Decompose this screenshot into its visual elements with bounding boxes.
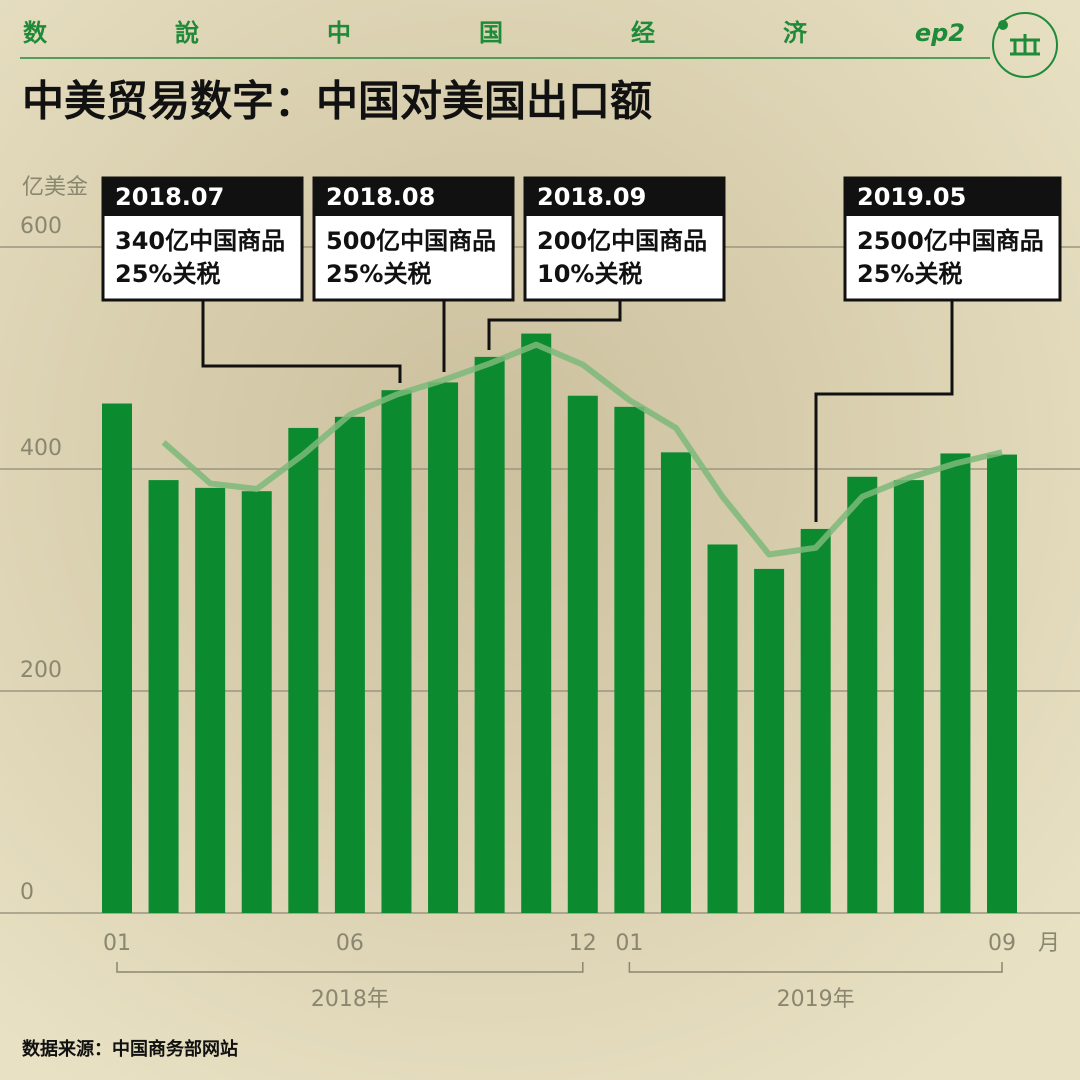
connector (487, 300, 622, 350)
logo-dot (998, 20, 1008, 30)
bar (428, 382, 459, 913)
annotation-header (103, 178, 302, 216)
episode: ep2 (915, 19, 965, 47)
bar (800, 528, 831, 913)
annotation-text: 10%关税 (537, 260, 642, 288)
annotation-header (845, 178, 1060, 216)
bar (521, 333, 552, 914)
y-axis-label: 亿美金 (22, 175, 88, 200)
bar (474, 356, 505, 913)
annotation-text: 25%关税 (326, 260, 431, 288)
annotation-text: 2500亿中国商品 (857, 227, 1044, 255)
annotation-text: 200亿中国商品 (537, 227, 707, 255)
bar (893, 480, 924, 913)
annotation-date: 2018.08 (326, 183, 435, 211)
header-word: 济 (783, 19, 808, 47)
annotation-text: 25%关税 (857, 260, 962, 288)
y-tick-label: 0 (20, 880, 34, 905)
source: 数据来源：中国商务部网站 (22, 1038, 238, 1060)
bar (614, 406, 645, 913)
trend-line (161, 341, 1003, 558)
header-word: 說 (175, 19, 199, 47)
year-label: 2019年 (777, 987, 855, 1012)
connector (814, 300, 954, 522)
annotation-date: 2019.05 (857, 183, 966, 211)
annotation-text: 340亿中国商品 (115, 227, 285, 255)
year-label: 2018年 (311, 987, 389, 1012)
bar (241, 491, 272, 913)
x-tick-label: 01 (615, 931, 643, 956)
annotation-date: 2018.07 (115, 183, 224, 211)
bar (567, 395, 598, 913)
year-bracket (628, 962, 1003, 973)
annotation-header (525, 178, 724, 216)
x-tick-label: 01 (103, 931, 131, 956)
bar (987, 454, 1017, 913)
logo-mark (1010, 34, 1040, 56)
bar (660, 452, 691, 913)
x-tick-label: 12 (569, 931, 597, 956)
annotation-header (314, 178, 513, 216)
logo (992, 12, 1058, 78)
bar (381, 390, 412, 913)
y-tick-label: 200 (20, 658, 62, 683)
chart-title: 中美贸易数字：中国对美国出口额 (22, 77, 652, 126)
header-word: 数 (23, 19, 48, 47)
header-word: 经 (631, 19, 655, 47)
bar (754, 568, 785, 913)
bar (288, 427, 319, 913)
bar (195, 487, 226, 913)
bar (707, 544, 738, 913)
x-tick-label: 06 (336, 931, 364, 956)
year-bracket (116, 962, 584, 973)
x-tick-label: 09 (988, 931, 1016, 956)
bar (148, 480, 179, 913)
annotation-text: 500亿中国商品 (326, 227, 496, 255)
header-word: 中 (327, 19, 351, 47)
bar (940, 453, 971, 913)
header-word: 国 (479, 19, 503, 47)
connector (201, 300, 402, 383)
annotation-text: 25%关税 (115, 260, 220, 288)
x-unit: 月 (1038, 931, 1060, 956)
annotation-date: 2018.09 (537, 183, 646, 211)
bar (847, 476, 878, 913)
bar (334, 416, 365, 913)
y-tick-label: 400 (20, 436, 62, 461)
bar (102, 403, 132, 913)
y-tick-label: 600 (20, 214, 62, 239)
